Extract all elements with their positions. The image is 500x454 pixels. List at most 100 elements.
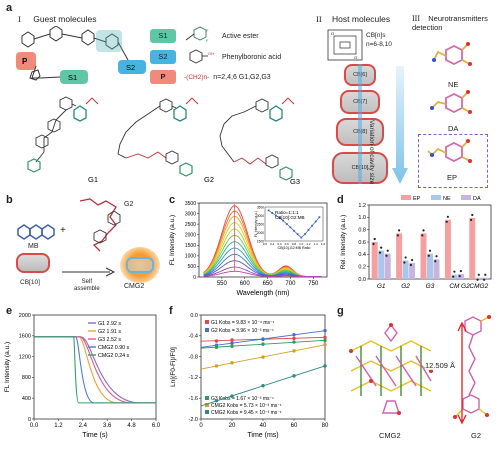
x-tick-label: 650 [263,281,274,287]
inset-point [274,214,277,217]
bar [396,233,403,279]
schematic-p-block [16,52,36,70]
inset-point [278,217,281,219]
bar [433,259,440,279]
inset-point [300,236,303,239]
bar [469,217,476,279]
x-tick-label: 4.8 [127,423,136,429]
x-tick-label: CM [449,283,460,290]
guest-structures: G1 G2 G3 [27,96,300,186]
plot-frame [33,314,157,420]
bar [420,233,427,279]
host-formula: CB[n]s [366,32,386,39]
x-axis-label: Wavelength (nm) [236,290,289,297]
y-tick-label: 0.0 [358,277,366,283]
data-point [458,274,461,278]
y-tick-label: 1000 [185,254,196,260]
data-point [373,237,376,241]
x-tick-label: 6.0 [152,423,161,429]
da-label: DA [448,124,459,133]
y-tick-label: 0.4 [358,252,366,258]
inset-y-label: FL Intensity (a.u.) [254,211,258,237]
data-point [323,328,327,333]
legend-label: G3 Kobs = 1.67 × 10⁻³ ms⁻¹ [211,396,274,402]
cmg2-crystal-structure [349,323,433,415]
y-tick-label: -1.6 [189,396,198,402]
g1-structure [27,96,99,173]
data-point [385,254,388,257]
legend-swatch [205,320,209,324]
data-point [459,269,462,273]
data-point [445,220,448,223]
active-ester-icon: FF [185,26,209,43]
cb10-ring-b [16,253,50,273]
legend-label: G2 1.91 s [98,329,121,335]
section-i-title: I Guest molecules [18,14,97,24]
bar [427,253,433,279]
inset-x-tick-label: 0.4 [277,242,282,246]
data-point [404,256,407,259]
section-ii-title: II Host molecules [316,14,390,24]
y-axis-label: Rel. Intensity (a.u.) [340,215,347,270]
legend-swatch [205,328,209,332]
legend-row-p: P -(CH2)n- n=2,4,6 G1,G2,G3 [150,70,271,84]
panel-e-letter: e [6,305,13,317]
legend-p-desc: n=2,4,6 G1,G2,G3 [213,73,271,81]
bar [482,277,489,279]
data-point [435,255,438,258]
panel-b-letter: b [6,194,13,206]
inset-x-tick-label: 0.0 [263,242,268,246]
y-tick-label: 0.8 [358,227,366,233]
x-tick-label: 2.4 [79,423,88,429]
data-point [421,234,424,237]
legend-label: CMG2 0.90 s [98,345,130,351]
data-point [292,333,296,337]
y-tick-label: 1500 [185,243,196,249]
inset-point [314,220,317,223]
g2-molecule [79,198,121,252]
data-point [427,254,430,257]
svg-text:F: F [206,28,209,33]
phenylboronic-acid-icon: OH [189,49,214,64]
linker-formula: -(CH2)n- [184,73,210,81]
x-tick-label: G3 [426,283,435,290]
inset-annotation-cb: CB[10]:G2:MB [275,215,305,220]
y-tick-label: 500 [188,264,197,270]
chart-d: 0.0 0.2 0.4 0.6 0.8 1.0 1.2 Rel. Intensity (a.u… [340,195,492,290]
y-tick-label: 3500 [185,201,196,207]
inset-y-tick-label: 1500 [257,240,264,244]
bar [402,260,409,279]
x-tick-label: 750 [308,281,319,287]
assemble-label: Self assemble [74,279,100,292]
data-point [428,249,432,252]
data-point [214,399,219,403]
data-point [230,394,234,398]
schematic-highlight [96,30,122,52]
y-tick-label: 2000 [19,313,31,319]
inset-x-tick-label: 1.2 [306,242,311,246]
inset-y-tick-label: 2500 [257,223,264,227]
inset-x-tick-label: 1.0 [299,242,304,246]
inset-point [271,212,274,214]
cmg2-label-b: CMG2 [124,283,145,290]
inset-point [311,224,314,227]
section-i-label: Guest molecules [33,14,97,24]
data-point [477,273,480,276]
bar [457,274,464,279]
data-point [230,338,234,342]
data-point [292,336,296,341]
data-point [453,270,456,273]
bar [444,219,451,279]
kinetic-line [34,336,156,404]
y-axis-label: FL Intensity (a.u.) [169,215,176,265]
panel-f-letter: f [169,305,173,317]
x-tick-label: 60 [291,423,298,429]
inset-y-tick-label: 3500 [257,206,264,210]
x-tick-label: CMG2 [469,283,488,290]
schematic-s1-text: S1 [68,73,77,82]
y-tick-label: 0.6 [358,240,366,246]
panel-g: g CMG2 12.509 Å G2 [335,303,500,454]
inset-x-tick-label: 0.6 [285,242,290,246]
ne-label: NE [448,80,459,89]
